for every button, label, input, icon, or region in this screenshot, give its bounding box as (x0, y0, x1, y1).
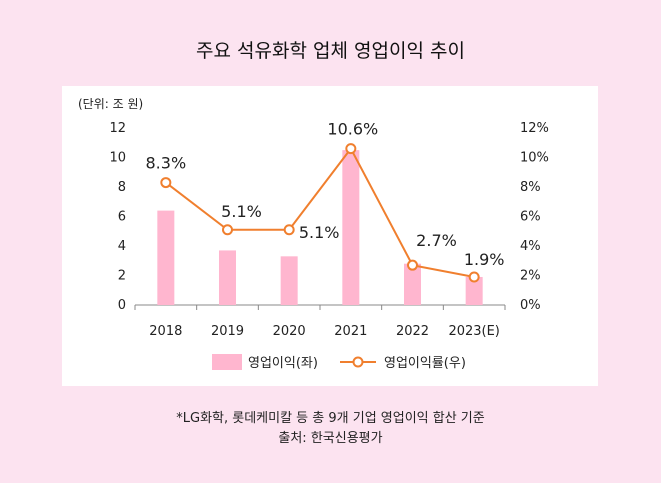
chart-panel (62, 86, 598, 386)
x-tick-label: 2023(E) (448, 324, 499, 339)
footnote-block: *LG화학, 롯데케미칼 등 총 9개 기업 영업이익 합산 기준 출처: 한국… (0, 409, 661, 449)
y-left-tick-label: 2 (118, 269, 126, 284)
legend-bar-label: 영업이익(좌) (248, 356, 318, 371)
margin-data-label: 5.1% (221, 202, 262, 221)
y-right-tick-label: 12% (520, 121, 549, 136)
margin-point-2018 (160, 177, 172, 189)
x-tick-label: 2019 (211, 324, 244, 339)
unit-label: (단위: 조 원) (78, 97, 143, 111)
y-right-tick-label: 6% (520, 210, 541, 225)
y-left-tick-label: 8 (118, 180, 126, 195)
margin-point-2021 (345, 143, 357, 155)
legend-line-marker (352, 356, 364, 368)
margin-data-label: 5.1% (299, 223, 340, 242)
margin-data-label: 10.6% (327, 120, 378, 139)
margin-point-2023(E) (468, 271, 480, 283)
margin-point-2019 (222, 224, 233, 236)
footnote-text: *LG화학, 롯데케미칼 등 총 9개 기업 영업이익 합산 기준 (176, 411, 485, 426)
y-left-tick-label: 10 (109, 151, 126, 166)
legend-bar-swatch (212, 354, 242, 370)
margin-line (165, 146, 475, 278)
bar-2023(E) (465, 276, 483, 305)
bar-2018 (157, 210, 175, 305)
x-tick-label: 2022 (396, 324, 429, 339)
margin-data-label: 8.3% (146, 154, 187, 173)
y-left-tick-label: 4 (118, 239, 126, 254)
y-right-tick-label: 10% (520, 151, 549, 166)
bar-2021 (342, 150, 360, 305)
bar-2019 (219, 250, 236, 305)
y-left-tick-label: 12 (109, 121, 126, 136)
margin-data-label: 1.9% (464, 250, 505, 269)
margin-point-2020 (283, 224, 295, 236)
y-right-tick-label: 4% (520, 239, 541, 254)
bar-2022 (404, 263, 421, 305)
source-text: 출처: 한국신용평가 (278, 431, 383, 446)
y-right-tick-label: 2% (520, 269, 541, 284)
margin-data-label: 2.7% (416, 231, 457, 250)
x-tick-label: 2018 (149, 324, 182, 339)
x-tick-label: 2021 (334, 324, 367, 339)
y-left-tick-label: 0 (118, 298, 126, 313)
legend-line-label: 영업이익률(우) (384, 356, 466, 371)
x-tick-label: 2020 (273, 324, 306, 339)
bar-2020 (280, 256, 298, 305)
chart-title: 주요 석유화학 업체 영업이익 추이 (196, 40, 465, 62)
y-left-tick-label: 6 (118, 210, 126, 225)
y-right-tick-label: 8% (520, 180, 541, 195)
y-right-tick-label: 0% (520, 298, 541, 313)
margin-point-2022 (407, 259, 418, 271)
